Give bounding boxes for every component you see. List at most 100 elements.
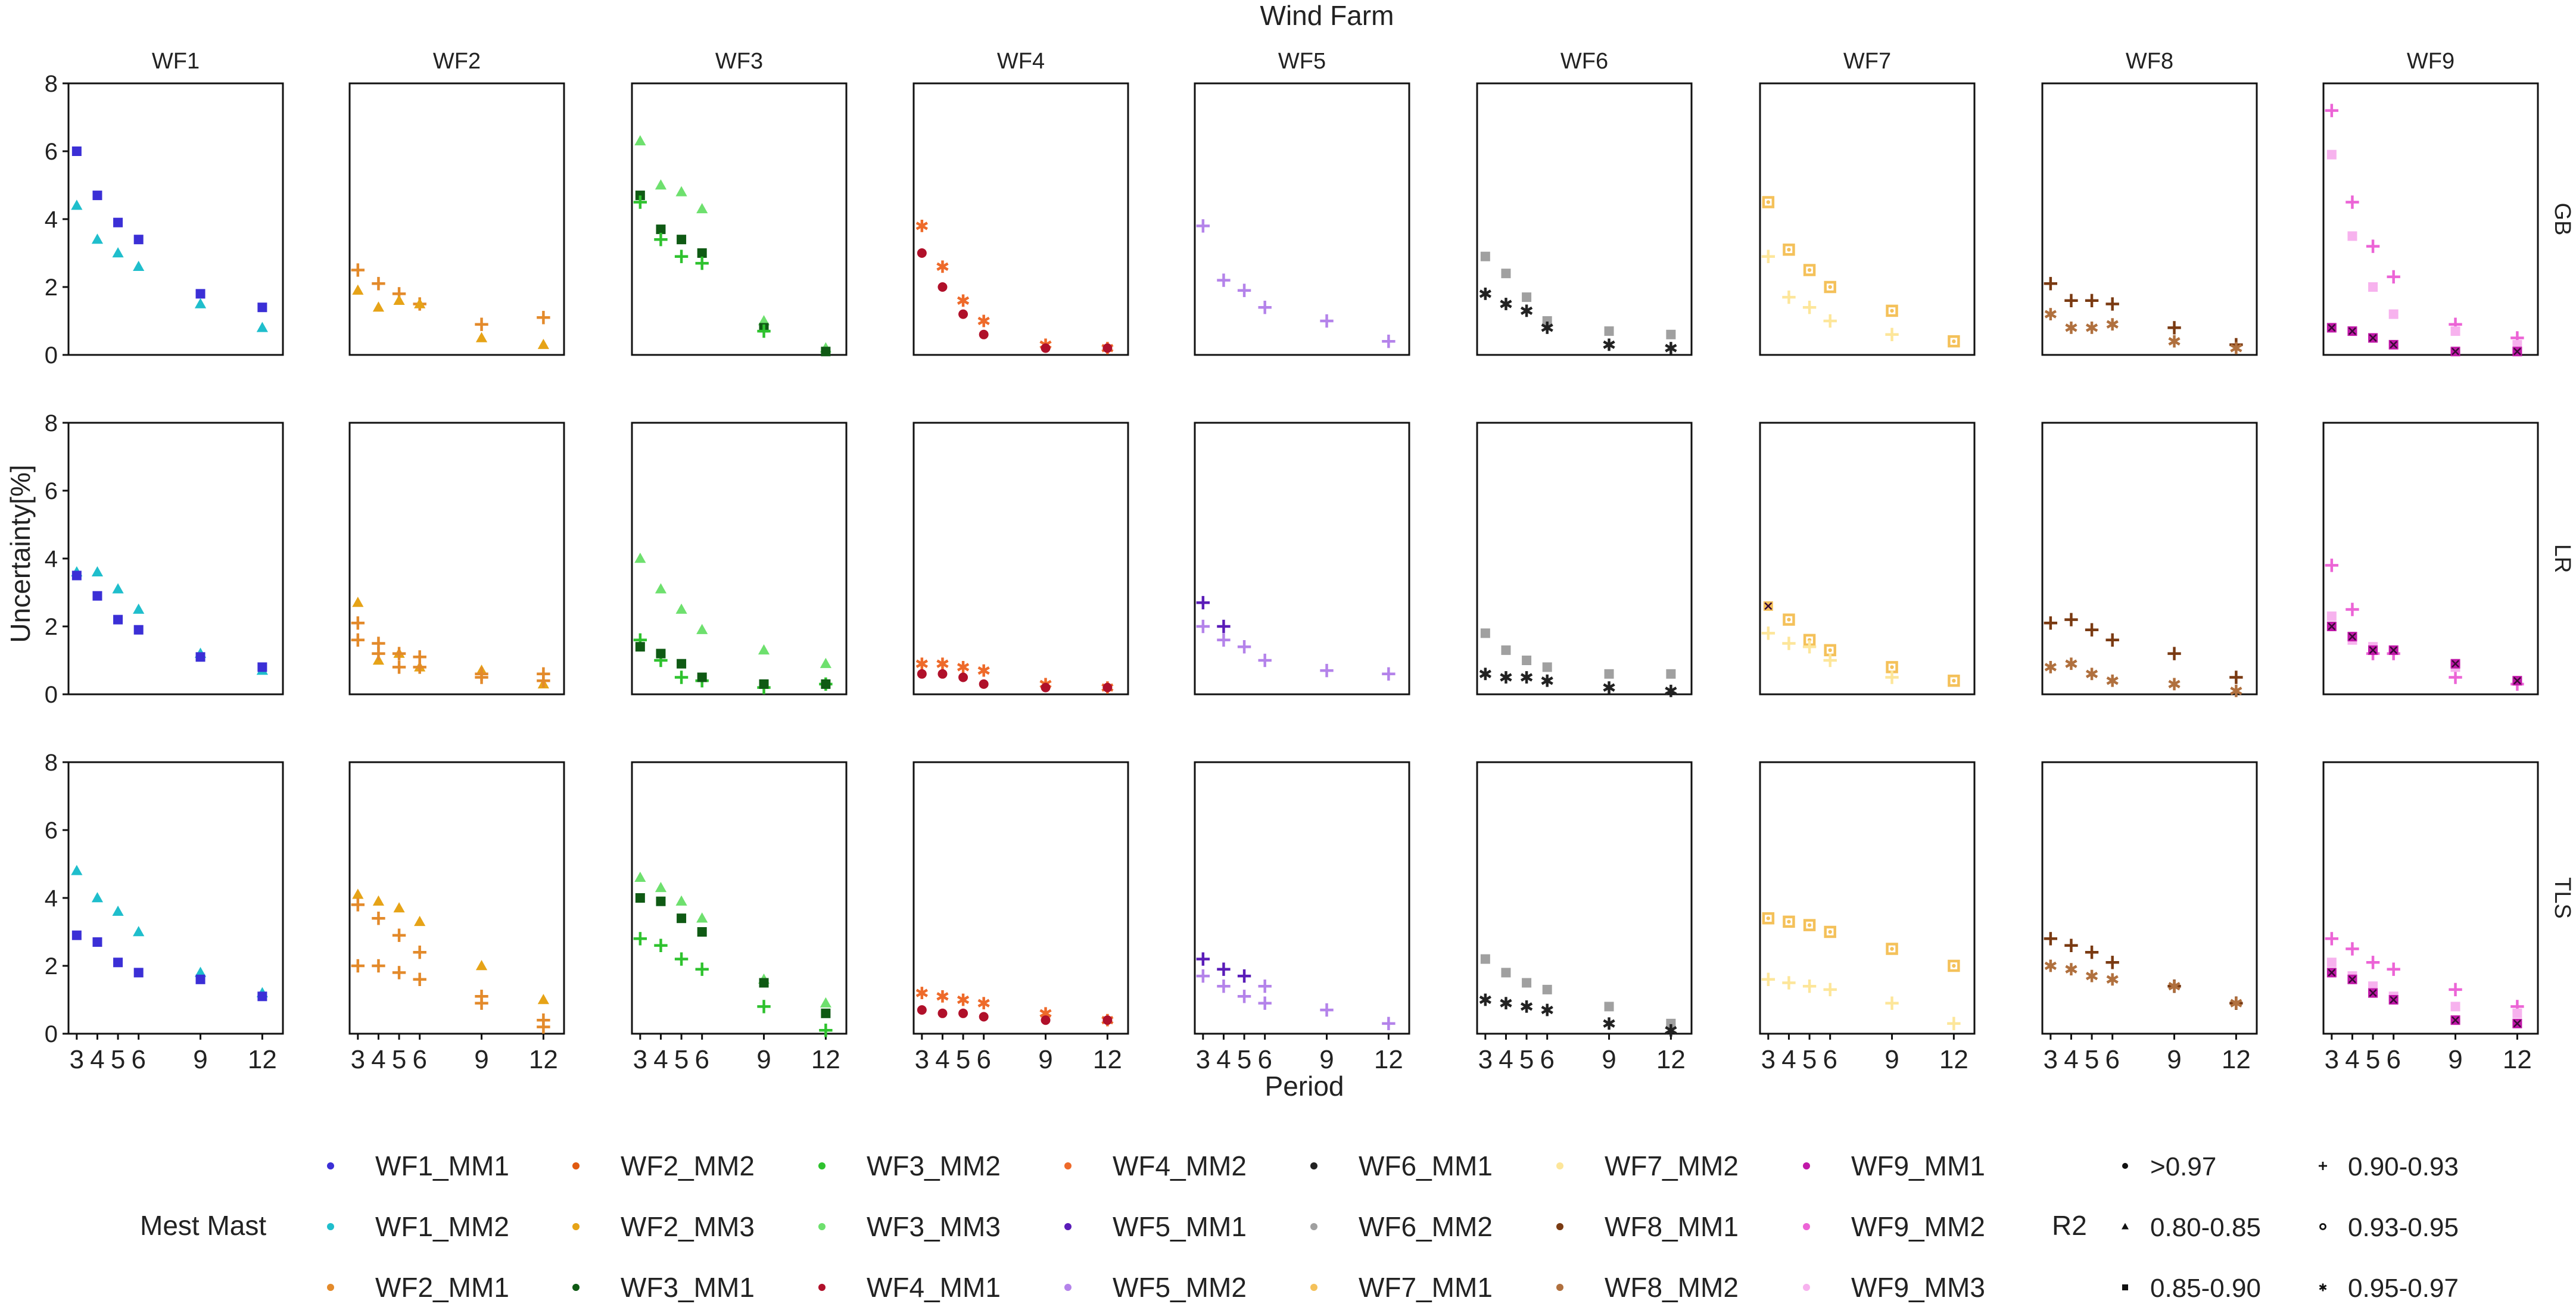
data-point-wf9-mm2 bbox=[2325, 559, 2339, 572]
data-point-wf5-mm2 bbox=[1258, 980, 1272, 993]
box-outline bbox=[1783, 613, 1795, 626]
r2-marker-1 bbox=[2122, 1222, 2129, 1230]
data-point-wf1-mm1 bbox=[92, 191, 102, 201]
x-tick-label: 6 bbox=[131, 1045, 145, 1074]
box-dot bbox=[1807, 923, 1812, 927]
data-point-wf3-mm2 bbox=[633, 195, 647, 209]
r2-marker-3 bbox=[2319, 1162, 2327, 1170]
data-point-wf1-mm1 bbox=[257, 302, 267, 313]
star-arm bbox=[2106, 676, 2119, 685]
x-tick-label: 5 bbox=[392, 1045, 406, 1074]
data-point-wf8-mm2 bbox=[2230, 342, 2242, 354]
box-outline bbox=[1948, 335, 1960, 348]
circle-mark bbox=[917, 248, 927, 258]
data-point-wf8-mm2 bbox=[2065, 657, 2077, 670]
x-tick-label: 12 bbox=[529, 1045, 558, 1074]
data-point-wf5-mm2 bbox=[1196, 219, 1210, 233]
data-point-wf7-mm2 bbox=[1885, 328, 1899, 341]
triangle-mark bbox=[634, 871, 646, 882]
data-point-wf2-mm3 bbox=[414, 298, 426, 308]
data-point-wf8-mm2 bbox=[2065, 322, 2077, 334]
data-point-wf8-mm2 bbox=[2106, 973, 2119, 986]
x-tick-label: 9 bbox=[1038, 1045, 1052, 1074]
data-point-wf8-mm2 bbox=[2085, 969, 2098, 982]
x-axis-label: Period bbox=[1265, 1071, 1344, 1102]
data-point-wf3-mm3 bbox=[820, 657, 831, 668]
r2-label-5: 0.95-0.97 bbox=[2348, 1274, 2459, 1303]
x-tick-label: 9 bbox=[1885, 1045, 1899, 1074]
star-arm bbox=[1479, 995, 1491, 1005]
column-label-wf4: WF4 bbox=[997, 49, 1045, 74]
column-label-wf6: WF6 bbox=[1560, 49, 1608, 74]
square-mark bbox=[1480, 251, 1490, 261]
data-point-wf1-mm1 bbox=[92, 591, 102, 601]
triangle-mark bbox=[393, 902, 405, 913]
column-label-wf5: WF5 bbox=[1278, 49, 1326, 74]
data-point-wf2-mm3 bbox=[393, 902, 405, 913]
data-point-wf5-mm2 bbox=[1320, 314, 1334, 328]
x-tick-label: 5 bbox=[2366, 1045, 2380, 1074]
panel-frame bbox=[1476, 761, 1693, 1035]
triangle-mark bbox=[352, 888, 364, 899]
x-tick-label: 4 bbox=[1216, 1045, 1231, 1074]
square-mark bbox=[71, 146, 82, 156]
x-tick-label: 12 bbox=[2222, 1045, 2251, 1074]
panel-frame bbox=[631, 761, 848, 1035]
r2-label-3: 0.90-0.93 bbox=[2348, 1152, 2459, 1181]
x-tick-label: 9 bbox=[193, 1045, 207, 1074]
data-point-wf4-mm2 bbox=[957, 993, 970, 1006]
data-point-wf6-mm2 bbox=[1522, 978, 1532, 988]
panel-frame bbox=[1759, 422, 1976, 695]
data-point-wf9-mm1 bbox=[2368, 988, 2378, 998]
legend-swatch-wf2-mm2 bbox=[572, 1162, 580, 1169]
data-point-wf4-mm2 bbox=[977, 664, 990, 677]
data-point-wf5-mm1 bbox=[1196, 595, 1210, 610]
triangle-mark bbox=[194, 966, 207, 977]
circle-mark bbox=[937, 669, 948, 679]
data-point-wf6-mm2 bbox=[1604, 1002, 1614, 1012]
star-arm bbox=[1603, 1019, 1615, 1028]
data-point-wf4-mm1 bbox=[1041, 343, 1051, 353]
legend-label-wf3-mm1: WF3_MM1 bbox=[621, 1272, 755, 1303]
data-point-wf2-mm1 bbox=[392, 966, 406, 980]
x-tick-label: 9 bbox=[1319, 1045, 1334, 1074]
x-tick-label: 12 bbox=[1374, 1045, 1403, 1074]
data-point-wf6-mm1 bbox=[1665, 342, 1677, 354]
star-arm bbox=[1479, 669, 1491, 678]
data-point-wf2-mm3 bbox=[352, 284, 364, 295]
data-point-wf1-mm1 bbox=[113, 615, 123, 625]
data-point-wf2-mm1 bbox=[372, 959, 385, 973]
box-x2 bbox=[2390, 341, 2398, 349]
legend-swatch-wf4-mm2 bbox=[1064, 1162, 1071, 1169]
panel-frame bbox=[2322, 422, 2539, 695]
data-point-wf7-mm2 bbox=[1782, 637, 1796, 650]
circle-mark bbox=[979, 1012, 989, 1022]
square-mark bbox=[257, 662, 267, 672]
data-point-wf8-mm1 bbox=[2105, 297, 2119, 311]
data-point-wf8-mm2 bbox=[2065, 963, 2077, 976]
box-x2 bbox=[2390, 996, 2398, 1004]
legend-swatch-wf8-mm1 bbox=[1556, 1223, 1563, 1230]
box-x2 bbox=[2513, 1019, 2521, 1028]
data-point-wf1-mm2 bbox=[194, 966, 207, 977]
data-point-wf9-mm1 bbox=[2347, 326, 2357, 336]
triangle-mark bbox=[414, 915, 426, 927]
data-point-wf3-mm3 bbox=[675, 603, 687, 614]
data-point-wf8-mm2 bbox=[2168, 335, 2181, 348]
x-tick-label: 5 bbox=[1237, 1045, 1251, 1074]
star-arm bbox=[2106, 320, 2119, 329]
data-point-wf8-mm1 bbox=[2167, 647, 2181, 660]
box-dot bbox=[1766, 916, 1771, 921]
legend-label-wf4-mm2: WF4_MM2 bbox=[1113, 1150, 1247, 1181]
data-point-wf7-mm2 bbox=[1885, 996, 1899, 1010]
data-point-wf9-mm2 bbox=[2449, 982, 2462, 997]
data-point-wf1-mm1 bbox=[133, 968, 144, 978]
data-point-wf8-mm2 bbox=[2106, 318, 2119, 331]
triangle-mark bbox=[675, 603, 687, 614]
box-outline bbox=[1803, 919, 1816, 931]
legend-label-wf2-mm3: WF2_MM3 bbox=[621, 1211, 755, 1242]
box-x2 bbox=[2348, 975, 2356, 984]
data-point-wf1-mm1 bbox=[195, 974, 205, 984]
star-arm bbox=[2230, 999, 2242, 1008]
data-point-wf9-mm2 bbox=[2346, 195, 2359, 209]
